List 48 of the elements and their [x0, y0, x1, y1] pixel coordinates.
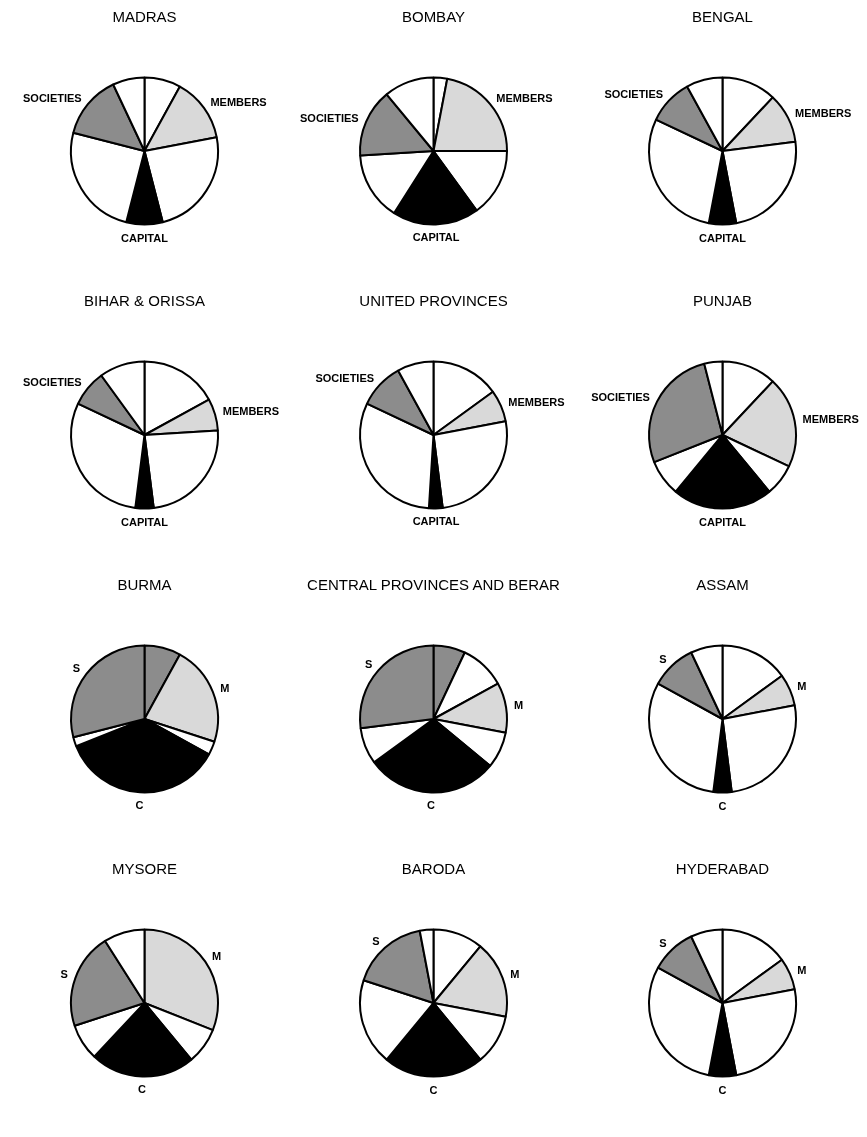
slice-label: SOCIETIES — [23, 92, 82, 105]
slice-label: S — [372, 934, 380, 947]
slice-label: M — [211, 950, 222, 963]
chart-title: ASSAM — [695, 575, 750, 595]
chart-title: MADRAS — [111, 7, 178, 27]
slice-label: MEMBERS — [496, 92, 553, 105]
slice-label: C — [137, 1083, 146, 1096]
slice-label: M — [510, 968, 520, 981]
chart-title: BIHAR & ORISSA — [83, 291, 206, 311]
slice-label: MEMBERS — [222, 405, 279, 418]
slice-label: M — [220, 682, 230, 695]
chart-title: HYDERABAD — [674, 859, 771, 879]
slice-label: MEMBERS — [210, 96, 267, 109]
slice-label: C — [135, 799, 144, 812]
slice-label: CAPITAL — [699, 515, 747, 528]
slice-label: SOCIETIES — [23, 376, 82, 389]
slice-label: S — [60, 968, 68, 981]
slice-label: S — [72, 662, 81, 675]
slice-label: S — [659, 936, 667, 949]
slice-label: SOCIETIES — [604, 88, 664, 101]
slice-label: M — [514, 699, 524, 712]
chart-title: BURMA — [116, 575, 173, 595]
slice-label: C — [718, 1083, 727, 1096]
slice-label: MEMBERS — [508, 395, 565, 408]
slice-label: MEMBERS — [802, 412, 859, 425]
slice-label: CAPITAL — [121, 231, 169, 244]
slice-label: CAPITAL — [412, 515, 460, 528]
slice-label: C — [426, 799, 435, 812]
slice-label: SOCIETIES — [591, 391, 650, 404]
slice-label: M — [797, 963, 807, 976]
chart-title: BENGAL — [691, 7, 754, 27]
slice-label: M — [797, 679, 807, 692]
slice-label: S — [659, 652, 667, 665]
chart-title: BARODA — [400, 859, 467, 879]
chart-title: MYSORE — [111, 859, 178, 879]
slice-label: C — [718, 799, 727, 812]
chart-title: CENTRAL PROVINCES AND BERAR — [306, 575, 561, 595]
slice-label: S — [365, 658, 373, 671]
slice-label: CAPITAL — [412, 231, 460, 244]
slice-label: SOCIETIES — [300, 111, 359, 124]
slice-label: CAPITAL — [121, 515, 169, 528]
chart-title: BOMBAY — [400, 7, 467, 27]
slice-label: C — [429, 1083, 438, 1096]
slice-label: MEMBERS — [795, 107, 852, 120]
chart-title: UNITED PROVINCES — [358, 291, 509, 311]
slice-label: CAPITAL — [699, 231, 747, 244]
slice-label: SOCIETIES — [315, 372, 375, 385]
chart-title: PUNJAB — [691, 291, 754, 311]
